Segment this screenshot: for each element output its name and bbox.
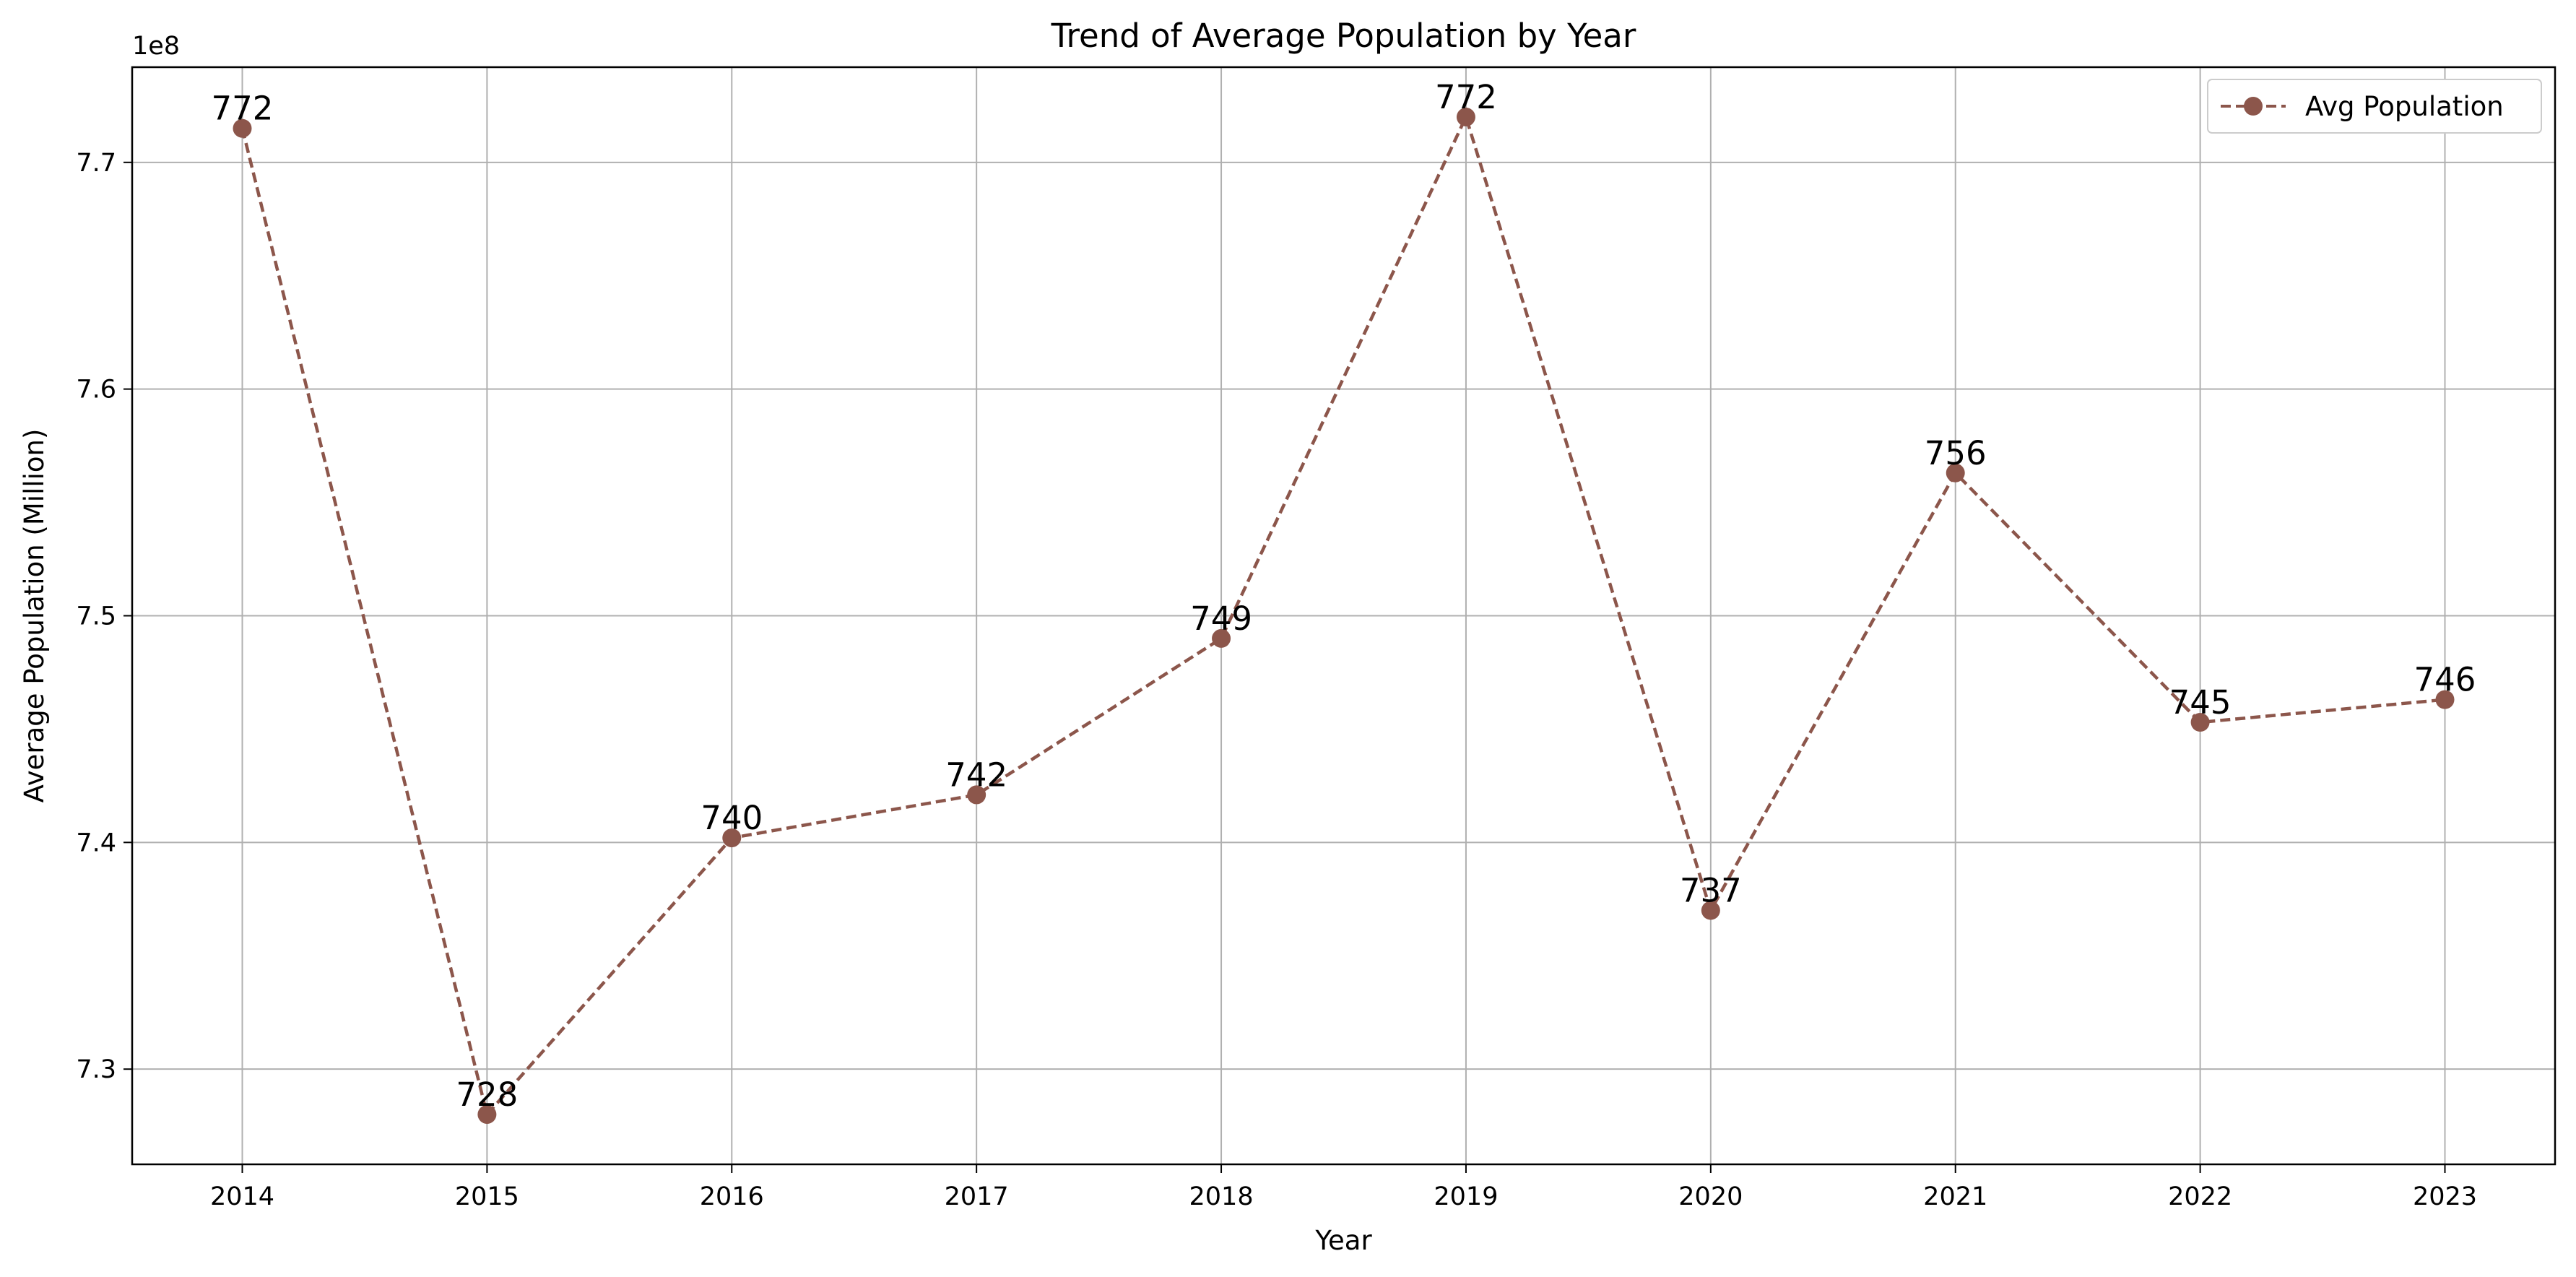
- data-point: [1212, 628, 1231, 648]
- x-tick-label: 2017: [945, 1182, 1009, 1211]
- x-axis-ticks: 2014 2015 2016 2017 2018 2019 2020 2021 2022 2023: [210, 1164, 2477, 1211]
- series-avg-population-line: [240, 112, 2445, 1118]
- data-label: 737: [1680, 871, 1742, 909]
- data-label: 728: [456, 1075, 518, 1114]
- x-tick-label: 2022: [2168, 1182, 2232, 1211]
- grid-lines: [132, 67, 2555, 1164]
- data-point: [2190, 713, 2210, 732]
- y-tick-label: 7.5: [76, 602, 116, 631]
- data-label: 772: [212, 90, 274, 128]
- data-point: [233, 118, 252, 138]
- data-point: [2435, 690, 2455, 709]
- data-label: 740: [701, 799, 763, 837]
- data-label: 742: [945, 756, 1007, 794]
- y-axis-ticks: 7.3 7.4 7.5 7.6 7.7: [76, 149, 132, 1084]
- data-labels: 772 728 740 742 749 772 737 756 745 746: [212, 78, 2476, 1114]
- data-point: [477, 1104, 497, 1124]
- legend-box: [2207, 79, 2542, 134]
- x-tick-label: 2020: [1678, 1182, 1743, 1211]
- data-point: [1701, 901, 1720, 920]
- legend-marker-sample: [2244, 97, 2263, 116]
- x-tick-label: 2018: [1189, 1182, 1254, 1211]
- data-point: [1456, 108, 1475, 127]
- y-tick-label: 7.6: [76, 376, 116, 404]
- series-line: [240, 112, 2445, 1118]
- y-axis-label: Average Population (Million): [19, 429, 50, 803]
- x-axis-label: Year: [1314, 1225, 1372, 1256]
- legend: Avg Population: [2207, 79, 2542, 134]
- y-tick-label: 7.4: [76, 828, 116, 857]
- x-tick-label: 2023: [2413, 1182, 2477, 1211]
- data-label: 745: [2169, 683, 2232, 722]
- data-label: 749: [1190, 599, 1252, 638]
- data-label: 756: [1925, 434, 1987, 472]
- x-tick-label: 2014: [210, 1182, 274, 1211]
- data-point: [722, 828, 742, 848]
- y-tick-label: 7.3: [76, 1055, 116, 1084]
- x-tick-label: 2015: [455, 1182, 519, 1211]
- y-axis-offset-label: 1e8: [132, 32, 180, 61]
- data-label: 772: [1435, 78, 1497, 116]
- data-label: 746: [2414, 661, 2476, 699]
- x-tick-label: 2019: [1434, 1182, 1498, 1211]
- y-tick-label: 7.7: [76, 149, 116, 178]
- series-markers: [233, 108, 2455, 1124]
- data-point: [1946, 463, 1965, 482]
- legend-entry-label: Avg Population: [2305, 91, 2504, 122]
- x-tick-label: 2016: [700, 1182, 764, 1211]
- x-tick-label: 2021: [1923, 1182, 1987, 1211]
- data-point: [967, 785, 986, 805]
- chart-title: Trend of Average Population by Year: [1051, 17, 1636, 55]
